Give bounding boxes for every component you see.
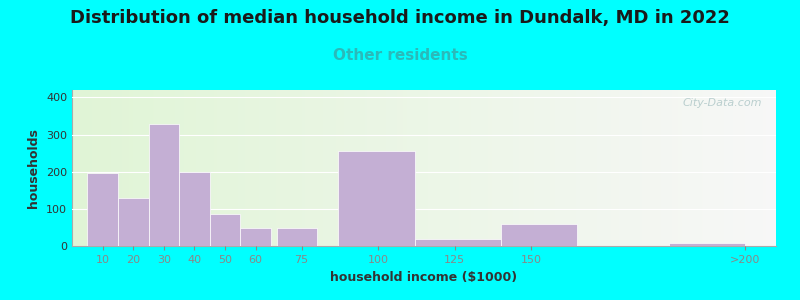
Bar [87, 173, 118, 246]
Text: City-Data.com: City-Data.com [682, 98, 762, 108]
Bar [118, 198, 149, 246]
Bar [415, 239, 501, 246]
Text: Distribution of median household income in Dundalk, MD in 2022: Distribution of median household income … [70, 9, 730, 27]
X-axis label: household income ($1000): household income ($1000) [330, 271, 518, 284]
Bar [338, 151, 415, 246]
Bar [277, 228, 317, 246]
Bar [149, 124, 179, 246]
Bar [669, 243, 746, 246]
Y-axis label: households: households [27, 128, 41, 208]
Bar [179, 172, 210, 246]
Bar [501, 224, 577, 246]
Bar [240, 228, 271, 246]
Text: Other residents: Other residents [333, 48, 467, 63]
Bar [210, 214, 240, 246]
